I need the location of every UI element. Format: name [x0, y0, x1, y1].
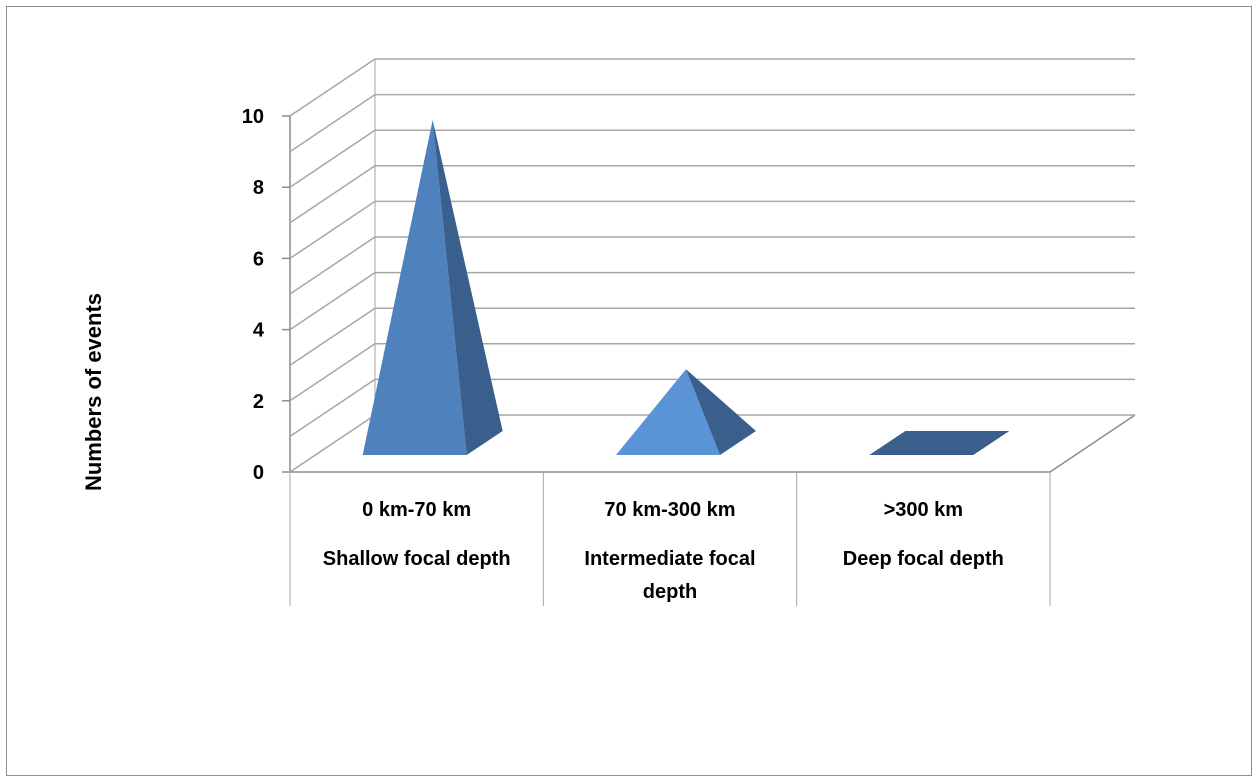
category-range-label: >300 km — [884, 499, 964, 521]
y-tick-label: 4 — [253, 320, 265, 342]
y-tick-label: 2 — [253, 391, 264, 413]
y-tick-label: 10 — [242, 106, 264, 128]
y-axis-ticks: 0 2 4 6 8 10 — [242, 106, 290, 484]
chart-frame — [6, 6, 1252, 776]
gridline — [289, 307, 1135, 366]
category-name-label: Intermediate focal — [584, 548, 755, 570]
gridline — [289, 165, 1135, 224]
gridline — [289, 378, 1135, 438]
category-range-label: 70 km-300 km — [604, 499, 735, 521]
pyramid-bars — [362, 120, 1010, 455]
category-label-table — [289, 472, 1051, 606]
gridline — [289, 93, 1135, 153]
category-name-label: depth — [643, 581, 697, 603]
pyramid-bar-side — [432, 120, 503, 455]
gridlines — [289, 58, 1135, 473]
category-name-label: Deep focal depth — [843, 548, 1004, 570]
category-name-label: Shallow focal depth — [323, 548, 511, 570]
pyramid-bar — [616, 369, 720, 455]
gridline — [289, 236, 1135, 295]
gridline — [289, 129, 1135, 188]
pyramid-bar-side — [686, 369, 756, 455]
pyramid-bar — [362, 120, 467, 455]
y-tick-label: 6 — [253, 248, 264, 270]
category-labels: 0 km-70 km Shallow focal depth 70 km-300 k… — [323, 499, 1004, 603]
gridline — [289, 271, 1135, 331]
pyramid-bar — [869, 431, 1010, 455]
gridline — [289, 58, 1135, 117]
gridline — [289, 343, 1135, 402]
y-tick-label: 8 — [253, 177, 264, 199]
y-axis-label: Numbers of events — [81, 293, 106, 491]
y-tick-label: 0 — [253, 462, 264, 484]
gridline — [289, 200, 1135, 260]
category-range-label: 0 km-70 km — [362, 499, 471, 521]
